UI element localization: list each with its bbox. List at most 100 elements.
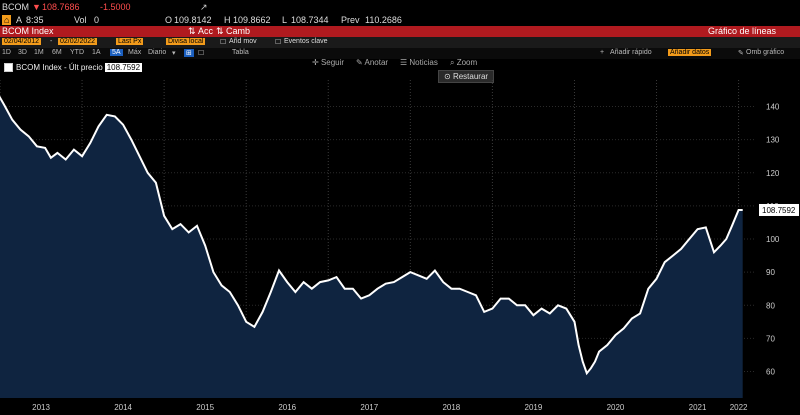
price-change: -1.5000: [100, 2, 131, 12]
quick-add-button[interactable]: Añadir rápido: [610, 49, 652, 56]
actions-menu[interactable]: Acc: [198, 26, 214, 36]
volume-label: Vol: [74, 15, 87, 25]
follow-label: Seguir: [320, 58, 345, 67]
news-tool[interactable]: ☰ Noticias: [400, 58, 438, 67]
last-price-marker: 108.7592: [759, 203, 799, 216]
add-indicator-icon: ☐: [220, 39, 227, 46]
quote-header: BCOM ▼ 108.7686 -1.5000 ↗: [0, 0, 800, 14]
chart-toolbar: 02/04/2012 - 02/02/2022 Last Px Divisa l…: [0, 37, 800, 48]
add-data-button[interactable]: Añadir datos: [668, 49, 712, 56]
high-label: H: [224, 15, 231, 25]
crosshair-icon: ✛: [312, 58, 321, 67]
annotate-tool[interactable]: ✎ Anotar: [356, 58, 388, 67]
at-prefix: A: [16, 15, 23, 25]
legend-value: 108.7592: [104, 63, 143, 72]
field-select[interactable]: Last Px: [116, 38, 144, 45]
period-5a[interactable]: 5A: [110, 49, 123, 56]
chart-legend[interactable]: BCOM Index - Últ precio 108.7592: [4, 63, 143, 73]
period-3d[interactable]: 3D: [18, 49, 27, 56]
legend-label: BCOM Index - Últ precio: [16, 63, 103, 72]
open-label: O: [165, 15, 173, 25]
y-tick-label: 100: [766, 235, 780, 244]
low-label: L: [282, 15, 288, 25]
y-tick-label: 90: [766, 268, 775, 277]
y-tick-label: 60: [766, 368, 775, 377]
y-tick-label: 130: [766, 136, 780, 145]
edit-chart-icon: ✎: [738, 50, 744, 57]
x-tick-label: 2016: [278, 403, 296, 412]
volume-value: 0: [94, 15, 100, 25]
currency-select[interactable]: Divisa local: [166, 38, 206, 45]
last-price: 108.7686: [42, 2, 80, 12]
y-tick-label: 120: [766, 169, 780, 178]
ticker-label[interactable]: BCOM: [2, 2, 29, 12]
end-date-field[interactable]: 02/02/2022: [58, 38, 98, 45]
x-tick-label: 2022: [730, 403, 748, 412]
x-tick-label: 2019: [525, 403, 543, 412]
home-icon[interactable]: ⌂: [2, 15, 12, 25]
x-tick-label: 2020: [607, 403, 625, 412]
annotate-label: Anotar: [364, 58, 389, 67]
prev-value: 110.2686: [365, 15, 402, 25]
my-chart-button[interactable]: Omb gráfico: [746, 49, 785, 56]
chart-settings-icon[interactable]: ⊞: [184, 49, 194, 57]
price-down-icon: ▼: [32, 2, 41, 12]
prev-label: Prev: [341, 15, 360, 25]
x-tick-label: 2018: [442, 403, 460, 412]
start-date-field[interactable]: 02/04/2012: [2, 38, 42, 45]
y-tick-label: 140: [766, 103, 780, 112]
y-axis: 60708090100110120130140: [766, 103, 780, 377]
news-icon: ☰: [400, 58, 410, 67]
frequency-dropdown-icon[interactable]: ▾: [172, 50, 176, 57]
period-ytd[interactable]: YTD: [70, 49, 84, 56]
low-value: 108.7344: [291, 15, 329, 25]
x-axis: 2013 2014 2015 2016 2017 2018 2019 2020 2021 2022: [32, 403, 748, 412]
zoom-tool[interactable]: ⌕ Zoom: [450, 58, 477, 68]
frequency-select[interactable]: Diario: [148, 49, 167, 56]
quick-add-icon: +: [600, 49, 605, 56]
last-price-label: 108.7592: [762, 206, 796, 215]
period-1m[interactable]: 1M: [34, 49, 44, 56]
chart-type-label: Gráfico de líneas: [708, 26, 777, 36]
y-tick-label: 70: [766, 334, 775, 343]
restore-button[interactable]: ⊙ Restaurar: [438, 70, 495, 83]
zoom-label: Zoom: [456, 58, 478, 67]
x-tick-label: 2014: [114, 403, 132, 412]
price-line: [0, 95, 743, 376]
open-value: 109.8142: [174, 15, 212, 25]
security-title-bar: BCOM Index ⇅ Acc ⇅ Camb Gráfico de línea…: [0, 26, 800, 37]
x-tick-label: 2021: [689, 403, 707, 412]
change-arrows-icon: ⇅: [216, 26, 224, 36]
x-tick-label: 2015: [196, 403, 214, 412]
high-value: 109.8662: [233, 15, 271, 25]
events-button[interactable]: Eventos clave: [284, 38, 328, 45]
sparkline-icon: ↗: [200, 2, 208, 12]
table-button[interactable]: Tabla: [232, 49, 249, 56]
quote-time: 8:35: [26, 15, 44, 25]
legend-checkbox[interactable]: [4, 63, 13, 73]
y-tick-label: 80: [766, 301, 775, 310]
period-6m[interactable]: 6M: [52, 49, 62, 56]
add-indicator-button[interactable]: Añd mov: [229, 38, 257, 45]
x-tick-label: 2017: [360, 403, 378, 412]
date-separator: -: [50, 38, 53, 45]
period-1d[interactable]: 1D: [2, 49, 11, 56]
x-tick-label: 2013: [32, 403, 50, 412]
change-menu[interactable]: Camb: [226, 26, 251, 36]
events-icon: ☐: [275, 39, 282, 46]
restore-label: Restaurar: [452, 72, 489, 81]
restore-icon: ⊙: [444, 72, 453, 81]
actions-arrows-icon: ⇅: [188, 26, 196, 36]
quote-stats: ⌂ A 8:35 Vol 0 O 109.8142 H 109.8662 L 1…: [0, 14, 800, 26]
follow-tool[interactable]: ✛ Seguir: [312, 58, 344, 67]
period-bar: 1D 3D 1M 6M YTD 1A 5A Máx Diario ▾ ⊞ ☐ T…: [0, 48, 800, 59]
security-name[interactable]: BCOM Index: [2, 26, 54, 36]
pencil-icon: ✎: [356, 58, 365, 67]
price-area: [0, 97, 743, 398]
news-label: Noticias: [409, 58, 438, 67]
table-icon: ☐: [198, 50, 205, 57]
period-max[interactable]: Máx: [128, 49, 142, 56]
period-1a[interactable]: 1A: [92, 49, 101, 56]
last-price-box: [759, 203, 799, 216]
